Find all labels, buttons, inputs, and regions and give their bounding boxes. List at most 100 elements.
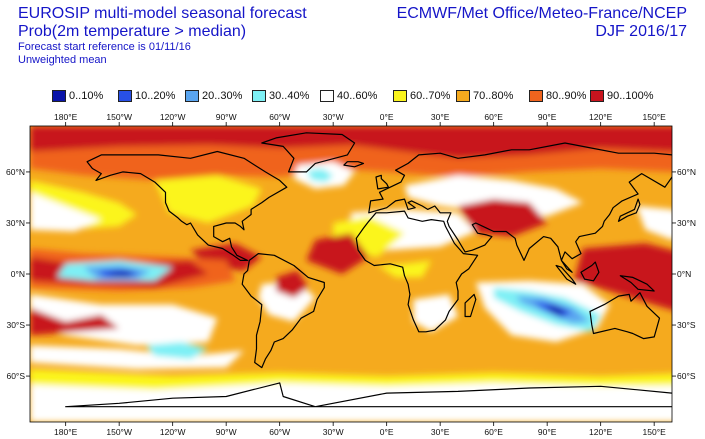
legend-swatch	[252, 90, 266, 102]
source-text: ECMWF/Met Office/Meteo-France/NCEP	[396, 5, 687, 22]
field-region	[30, 345, 244, 370]
lon-label-top: 30°E	[431, 112, 450, 122]
lon-label-top: 150°W	[106, 112, 132, 122]
source-block: ECMWF/Met Office/Meteo-France/NCEP DJF 2…	[397, 5, 687, 41]
antarctica-coastline	[65, 382, 672, 408]
sumatra-coastline	[555, 264, 577, 285]
lon-label-top: 90°E	[538, 112, 557, 122]
lat-label-left: 30°N	[6, 218, 25, 228]
iceland-coastline	[343, 161, 365, 168]
legend-swatch	[529, 90, 543, 102]
field-region	[30, 308, 120, 336]
legend-item: 20..30%	[185, 89, 242, 103]
lon-label-bottom: 120°W	[160, 427, 186, 437]
lon-label-top: 0°E	[380, 112, 394, 122]
field-region	[154, 175, 262, 223]
lon-label-top: 30°W	[323, 112, 344, 122]
lon-label-bottom: 0°E	[380, 427, 394, 437]
field-region	[145, 342, 209, 360]
lon-label-bottom: 90°E	[538, 427, 557, 437]
legend-swatch	[393, 90, 407, 102]
field-region	[30, 294, 218, 346]
legend-item: 90..100%	[590, 89, 653, 103]
legend-swatch	[590, 90, 604, 102]
legend-label: 0..10%	[69, 90, 104, 102]
field-region	[110, 271, 136, 277]
lon-label-top: 90°W	[216, 112, 237, 122]
map-axes: 180°E 180°E 150°W 150°W 120°W 120°W 90°W 90°W 60…	[6, 112, 696, 437]
field-region	[306, 233, 369, 274]
legend-swatch	[118, 90, 132, 102]
madagascar-coastline	[464, 293, 477, 318]
legend-label: 10..20%	[135, 90, 176, 102]
legend-swatch	[456, 90, 470, 102]
lat-label-right: 60°S	[677, 371, 696, 381]
subtitle-line2: Unweighted mean	[18, 54, 107, 66]
lon-label-bottom: 60°W	[269, 427, 290, 437]
legend-label: 60..70%	[410, 90, 451, 102]
africa-coastline	[355, 210, 479, 333]
season-text: DJF 2016/17	[595, 23, 687, 40]
legend-label: 70..80%	[473, 90, 514, 102]
field-region	[458, 199, 548, 237]
lat-label-right: 0°N	[677, 269, 691, 279]
united-kingdom-coastline	[375, 174, 389, 190]
probability-field	[30, 126, 672, 422]
legend-label: 30..40%	[269, 90, 310, 102]
field-region	[306, 168, 334, 183]
australia-coastline	[589, 292, 661, 340]
lon-label-top: 180°E	[54, 112, 78, 122]
legend-swatch	[185, 90, 199, 102]
legend-label: 20..30%	[202, 90, 243, 102]
lat-label-right: 30°S	[677, 320, 696, 330]
field-blobs	[30, 126, 672, 422]
lon-label-bottom: 150°W	[106, 427, 132, 437]
south-america-coastline	[241, 253, 325, 369]
lon-label-bottom: 60°E	[484, 427, 503, 437]
field-region	[404, 175, 583, 217]
title-block: EUROSIP multi-model seasonal forecast Pr…	[18, 5, 307, 67]
legend-label: 80..90%	[546, 90, 587, 102]
field-region	[276, 270, 309, 298]
new-guinea-coastline	[619, 275, 655, 292]
legend-item: 0..10%	[52, 89, 103, 103]
north-america-coastline	[86, 150, 288, 261]
field-region	[30, 192, 102, 232]
lon-label-bottom: 30°W	[323, 427, 344, 437]
legend-item: 40..60%	[320, 89, 377, 103]
legend-swatch	[320, 90, 334, 102]
lon-label-bottom: 90°W	[216, 427, 237, 437]
legend-item: 10..20%	[118, 89, 175, 103]
new-zealand-coastline	[685, 332, 705, 353]
lat-label-left: 60°N	[6, 167, 25, 177]
field-region	[30, 382, 672, 422]
legend-swatch	[52, 90, 66, 102]
eurasia-coastline	[368, 142, 672, 273]
greenland-coastline	[261, 132, 356, 173]
title-line2: Prob(2m temperature > median)	[18, 23, 247, 40]
lon-label-top: 60°W	[269, 112, 290, 122]
legend-item: 70..80%	[456, 89, 513, 103]
lat-label-right: 30°N	[677, 218, 696, 228]
lon-label-top: 120°W	[160, 112, 186, 122]
japan-coastline	[617, 198, 641, 222]
borneo-coastline	[580, 261, 600, 282]
lon-label-bottom: 120°E	[589, 427, 613, 437]
lon-label-top: 120°E	[589, 112, 613, 122]
legend-label: 90..100%	[607, 90, 654, 102]
field-region	[636, 206, 672, 240]
legend-item: 30..40%	[252, 89, 309, 103]
field-region	[547, 304, 567, 315]
lon-label-bottom: 150°E	[643, 427, 667, 437]
legend-label: 40..60%	[337, 90, 378, 102]
title-line1: EUROSIP multi-model seasonal forecast	[18, 5, 307, 22]
legend-item: 80..90%	[529, 89, 586, 103]
lat-label-left: 0°N	[11, 269, 25, 279]
field-region	[413, 294, 458, 332]
lon-label-bottom: 180°E	[54, 427, 78, 437]
coastlines	[65, 132, 705, 408]
lat-label-left: 30°S	[6, 320, 25, 330]
subtitle-line1: Forecast start reference is 01/11/16	[18, 41, 191, 53]
lon-label-top: 150°E	[643, 112, 667, 122]
